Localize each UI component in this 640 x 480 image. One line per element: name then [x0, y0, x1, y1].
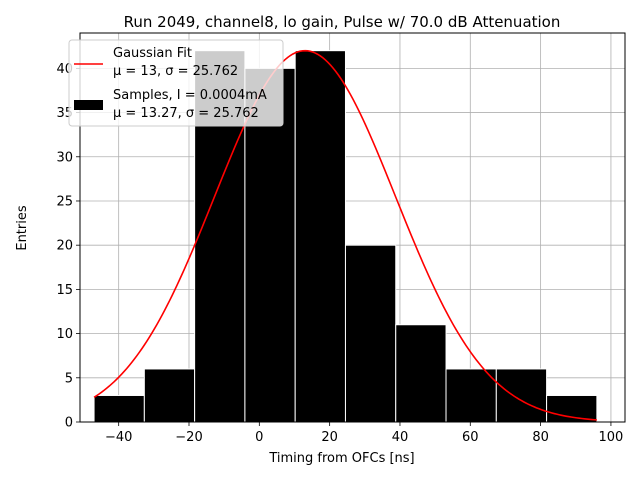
chart-title: Run 2049, channel8, lo gain, Pulse w/ 70… — [124, 13, 561, 31]
y-tick-label: 10 — [56, 327, 73, 342]
legend-fit-label: Gaussian Fit — [113, 46, 192, 61]
x-tick-label: 20 — [321, 430, 338, 445]
legend-box — [68, 39, 284, 127]
x-tick-label: 80 — [532, 430, 549, 445]
y-tick-label: 0 — [65, 416, 73, 431]
y-tick-label: 15 — [56, 283, 73, 298]
histogram-bar — [344, 244, 397, 423]
histogram-bar — [445, 368, 497, 423]
x-tick-label: 100 — [599, 430, 624, 445]
x-tick-label: −40 — [105, 430, 132, 445]
legend-fit-params: μ = 13, σ = 25.762 — [113, 64, 238, 79]
x-tick-label: −20 — [175, 430, 202, 445]
y-tick-label: 20 — [56, 239, 73, 254]
x-axis-ticks: −40 −20 0 20 40 60 80 100 — [105, 422, 623, 445]
gaussian-fit-curve — [93, 49, 597, 421]
x-tick-label: 0 — [255, 430, 263, 445]
legend-samples-label: Samples, I = 0.0004mA — [113, 88, 267, 103]
legend: Gaussian Fit μ = 13, σ = 25.762 Samples,… — [68, 39, 284, 127]
x-axis-label: Timing from OFCs [ns] — [268, 451, 414, 466]
legend-samples-patch-icon — [74, 100, 103, 110]
histogram-bar — [93, 394, 145, 423]
x-tick-label: 60 — [462, 430, 479, 445]
histogram-bar — [143, 368, 196, 423]
histogram-bar — [395, 324, 447, 423]
histogram-bar — [294, 50, 346, 423]
x-tick-label: 40 — [392, 430, 409, 445]
plot-frame — [79, 32, 626, 423]
histogram-bar — [546, 394, 598, 423]
y-tick-label: 5 — [65, 371, 73, 386]
y-tick-label: 30 — [56, 150, 73, 165]
histogram-bars — [93, 50, 598, 423]
y-tick-label: 25 — [56, 194, 73, 209]
legend-samples-params: μ = 13.27, σ = 25.762 — [113, 106, 259, 121]
histogram-bar — [495, 368, 548, 423]
y-axis-label: Entries — [15, 205, 30, 251]
